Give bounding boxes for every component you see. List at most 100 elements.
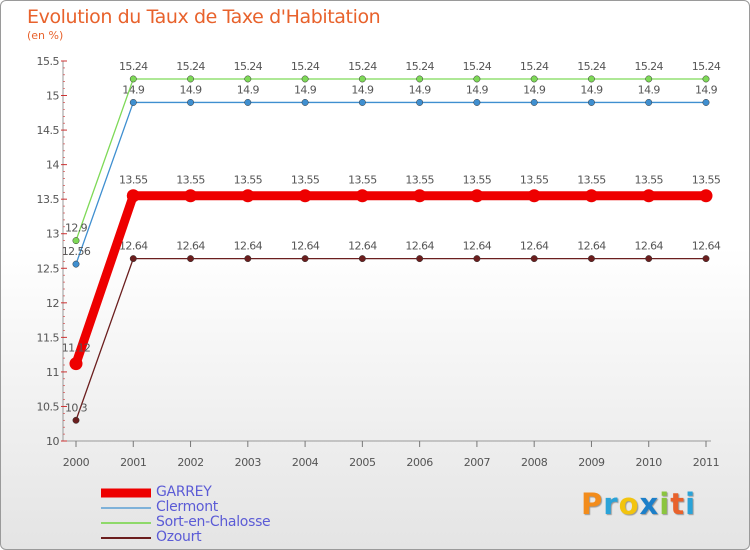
data-point [69,357,83,371]
data-point [129,99,137,106]
data-point [301,99,309,106]
data-point [416,255,424,263]
data-label: 12.64 [348,240,377,253]
data-label: 12.64 [405,240,434,253]
data-point [126,189,140,203]
legend-swatch-sort-en-chalosse [101,521,151,524]
logo-letter: i [685,487,697,521]
legend-label-garrey: GARREY [156,484,212,500]
data-label: 12.64 [119,240,148,253]
data-point [473,99,481,106]
data-point [470,189,484,203]
data-point [588,75,595,83]
data-label: 12.64 [520,240,549,253]
data-label: 12.64 [577,240,606,253]
x-tick-label: 2010 [636,456,663,469]
data-label: 12.64 [463,240,492,253]
legend-label-sort-en-chalosse: Sort-en-Chalosse [156,514,271,530]
data-point [72,416,80,424]
data-point [244,75,252,83]
series-line-ozourt [75,257,707,421]
data-label: 13.55 [463,174,492,187]
data-point [129,75,137,83]
x-tick-label: 2011 [693,456,719,469]
data-label: 14.9 [695,83,718,96]
data-point [187,255,194,263]
data-label: 12.64 [234,240,263,253]
data-point [358,99,366,106]
data-label: 13.55 [348,174,377,187]
data-point [244,99,252,106]
proxiti-logo: Proxiti [581,487,696,521]
chart-title: Evolution du Taux de Taxe d'Habitation [27,6,381,28]
data-label: 14.9 [237,83,260,96]
data-point [301,255,309,263]
data-label: 15.24 [234,60,263,73]
data-point [72,260,80,268]
data-label: 10.3 [65,401,88,414]
logo-letter: i [659,487,671,521]
x-tick-label: 2000 [63,456,90,469]
data-label: 14.9 [351,83,374,96]
data-label: 14.9 [409,83,432,96]
data-point [355,189,369,203]
data-label: 15.24 [634,60,663,73]
data-point [588,255,595,263]
data-label: 14.9 [580,83,603,96]
data-label: 13.55 [692,174,721,187]
data-label: 15.24 [577,60,606,73]
data-point [645,99,653,106]
data-point [473,255,481,263]
legend-swatch-ozourt [101,536,151,539]
data-point [416,75,424,83]
data-point [298,189,312,203]
y-tick-label: 13 [46,228,59,241]
logo-letter: r [603,487,619,521]
data-point [702,255,710,263]
data-label: 13.55 [176,174,205,187]
x-tick-label: 2003 [235,456,262,469]
data-label: 13.55 [291,174,320,187]
x-tick-label: 2005 [349,456,376,469]
series-line-clermont [75,101,707,265]
data-label: 13.55 [234,174,263,187]
data-label: 12.64 [291,240,320,253]
data-point [184,189,198,203]
legend-swatch-clermont [101,506,151,509]
data-point [129,255,137,263]
data-point [530,75,538,83]
data-label: 13.55 [520,174,549,187]
y-tick-label: 11.5 [37,331,60,344]
legend-label-ozourt: Ozourt [156,529,202,545]
series-line-garrey [71,191,711,369]
data-point [244,255,252,263]
y-tick-label: 14.5 [37,124,60,137]
data-point [358,75,366,83]
x-tick-label: 2002 [177,456,203,469]
x-tick-label: 2001 [120,456,146,469]
data-point [588,99,595,106]
x-tick-label: 2006 [406,456,433,469]
data-point [702,99,710,106]
legend-swatch-garrey [101,488,151,497]
data-label: 14.9 [523,83,546,96]
legend-label-clermont: Clermont [156,499,218,515]
data-label: 14.9 [294,83,317,96]
data-label: 13.55 [577,174,606,187]
data-label: 15.24 [405,60,434,73]
logo-letter: P [581,487,604,521]
data-label: 13.55 [405,174,434,187]
data-point [241,189,255,203]
data-label: 14.9 [638,83,661,96]
x-tick-label: 2007 [464,456,491,469]
data-label: 14.9 [179,83,202,96]
data-point [530,99,538,106]
data-label: 15.24 [176,60,205,73]
y-tick-label: 11 [46,366,59,379]
data-point [645,75,653,83]
chart-subtitle: (en %) [27,29,64,42]
logo-letter: o [618,487,640,521]
data-label: 15.24 [692,60,721,73]
y-tick-label: 10.5 [37,400,60,413]
